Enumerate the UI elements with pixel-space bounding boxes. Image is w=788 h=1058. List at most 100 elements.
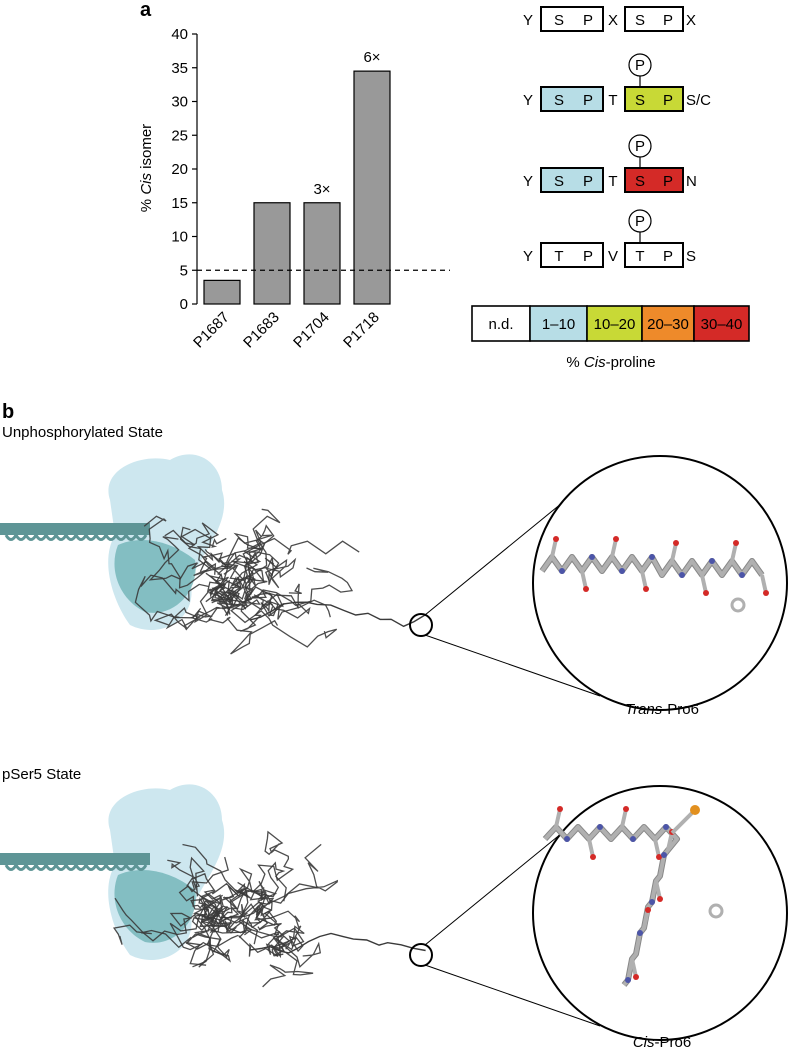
zoom-target-circle (409, 943, 433, 967)
nitrogen-atom (637, 930, 643, 936)
dna-groove (54, 534, 68, 541)
nitrogen-atom (630, 836, 636, 842)
bar-series (203, 70, 391, 305)
ctd-trace (187, 522, 252, 576)
legend-label: n.d. (488, 316, 513, 333)
residue: S (554, 12, 564, 29)
residue: Y (523, 173, 533, 190)
side-chain (580, 570, 588, 590)
dna-groove (44, 534, 58, 541)
motif-box (540, 242, 604, 268)
ctd-trace (211, 572, 250, 603)
ctd-trace (143, 515, 217, 589)
zoom-line (424, 634, 601, 697)
bar-annotations: 3× 6× (313, 49, 380, 198)
nitrogen-atom (709, 558, 715, 564)
side-chain (654, 880, 662, 900)
residue: T (608, 173, 617, 190)
dna-groove (134, 534, 148, 541)
oxygen-atom (583, 586, 589, 592)
side-chain (630, 958, 638, 978)
side-chain (642, 909, 650, 929)
dna-groove (24, 864, 38, 871)
phosphate-icon (628, 53, 652, 77)
ctd-trace (258, 922, 314, 988)
ctd-trace (232, 578, 274, 611)
dna-groove (14, 864, 28, 871)
oxygen-atom (645, 907, 651, 913)
legend-swatch (529, 305, 588, 342)
dna-groove (134, 864, 148, 871)
ctd-trace (169, 903, 232, 968)
nitrogen-atom (739, 572, 745, 578)
residue: S (635, 12, 645, 29)
bar-P1683 (253, 202, 291, 305)
phosphate-icon (628, 209, 652, 233)
residue: S (554, 173, 564, 190)
motif-box (624, 6, 684, 32)
sequence-row: Y S P T S P S/CP (523, 53, 711, 112)
ctd-trace (199, 902, 261, 934)
dna-groove (104, 534, 118, 541)
bar-annotation: 3× (313, 181, 330, 198)
residue: P (583, 248, 593, 265)
side-chain (640, 570, 648, 590)
residue: Y (523, 12, 533, 29)
ctd-trace (252, 830, 295, 893)
ctd-ensemble (134, 508, 426, 655)
legend-swatch (693, 305, 750, 342)
ctd-trace (167, 856, 221, 926)
ctd-trace (191, 872, 228, 921)
ctd-trace (190, 581, 224, 624)
ctd-extended-trace (249, 932, 426, 954)
ctd-trace (210, 910, 280, 936)
residue: P (583, 12, 593, 29)
state-title-unphosphorylated: Unphosphorylated State (2, 424, 163, 441)
oxygen-atom (633, 974, 639, 980)
ctd-trace (238, 861, 287, 902)
residue: X (608, 12, 618, 29)
dna-groove (84, 534, 98, 541)
ctd-trace (210, 583, 279, 617)
side-chain (760, 574, 768, 594)
residue: N (686, 173, 697, 190)
ctd-trace (237, 880, 278, 912)
residue: P (663, 248, 673, 265)
side-chain (700, 574, 708, 594)
side-chain (554, 808, 562, 828)
nitrogen-atom (597, 824, 603, 830)
y-tick-label: 10 (171, 229, 188, 246)
sequence-row: Y T P V T P SP (523, 209, 696, 268)
legend-label: 1–10 (542, 316, 575, 333)
dna-groove (24, 534, 38, 541)
legend-label: 10–20 (594, 316, 636, 333)
dna-groove (94, 864, 108, 871)
dna-groove (74, 864, 88, 871)
oxygen-atom (733, 540, 739, 546)
ctd-trace (134, 574, 209, 623)
ctd-trace (231, 543, 266, 587)
bar-P1718 (353, 70, 391, 305)
peptide-sticks (542, 805, 724, 987)
phosphorus-atom (690, 805, 700, 815)
x-axis: P1687 P1683 P1704 P1718 (190, 309, 383, 352)
nitrogen-atom (625, 977, 631, 983)
nitrogen-atom (619, 568, 625, 574)
phosphate-label: P (635, 57, 645, 74)
legend-swatch (641, 305, 695, 342)
ctd-trace (251, 567, 354, 607)
motif-box (540, 86, 604, 112)
structure-scene-unphosphorylated (0, 454, 788, 711)
side-chain (653, 838, 661, 858)
phosphate-label: P (635, 213, 645, 230)
dna-backbone (0, 853, 150, 865)
dna-groove (34, 864, 48, 871)
sequence-motifs: Y S P X S P XY S P T S P S/CPY S P T S P NPY T P V T P SP (523, 6, 711, 268)
zoom-inset-circle (532, 785, 788, 1041)
structure-scene-pser5 (0, 784, 788, 1041)
nitrogen-atom (559, 568, 565, 574)
oxygen-atom (643, 586, 649, 592)
residue: P (663, 92, 673, 109)
